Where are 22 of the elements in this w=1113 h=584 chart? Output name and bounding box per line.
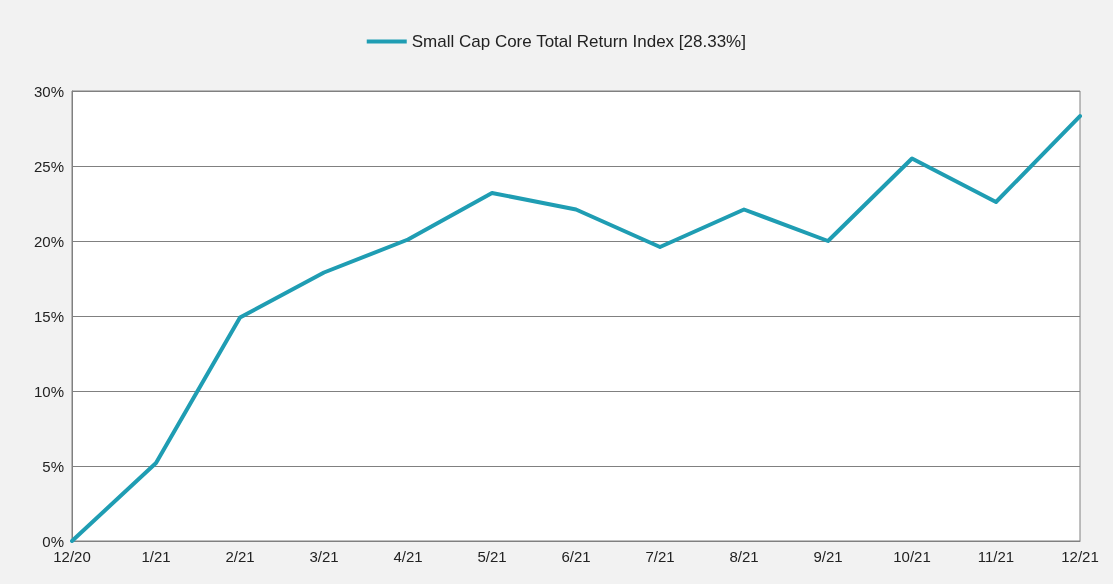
y-tick-label: 0% bbox=[42, 532, 64, 550]
x-tick-label: 9/21 bbox=[813, 548, 843, 565]
x-tick-label: 3/21 bbox=[309, 548, 339, 565]
x-tick-label: 8/21 bbox=[729, 548, 759, 565]
y-tick-label: 5% bbox=[42, 457, 64, 475]
y-tick-label: 25% bbox=[33, 157, 64, 175]
x-tick-label: 12/20 bbox=[53, 548, 91, 565]
y-tick-label: 30% bbox=[33, 82, 64, 100]
y-tick-label: 20% bbox=[33, 232, 64, 250]
line-series bbox=[70, 114, 1082, 543]
y-tick-label: 15% bbox=[33, 307, 64, 325]
legend-label: Small Cap Core Total Return Index [28.33%] bbox=[411, 32, 746, 51]
y-tick-label: 10% bbox=[33, 382, 64, 400]
x-tick-label: 11/21 bbox=[977, 548, 1015, 565]
x-tick-label: 2/21 bbox=[225, 548, 255, 565]
x-tick-label: 12/21 bbox=[1061, 548, 1099, 565]
x-tick-label: 5/21 bbox=[477, 548, 507, 565]
x-tick-label: 10/21 bbox=[893, 548, 931, 565]
x-tick-label: 6/21 bbox=[561, 548, 591, 565]
x-tick-label: 1/21 bbox=[141, 548, 171, 565]
x-tick-label: 7/21 bbox=[645, 548, 675, 565]
x-tick-label: 4/21 bbox=[393, 548, 423, 565]
